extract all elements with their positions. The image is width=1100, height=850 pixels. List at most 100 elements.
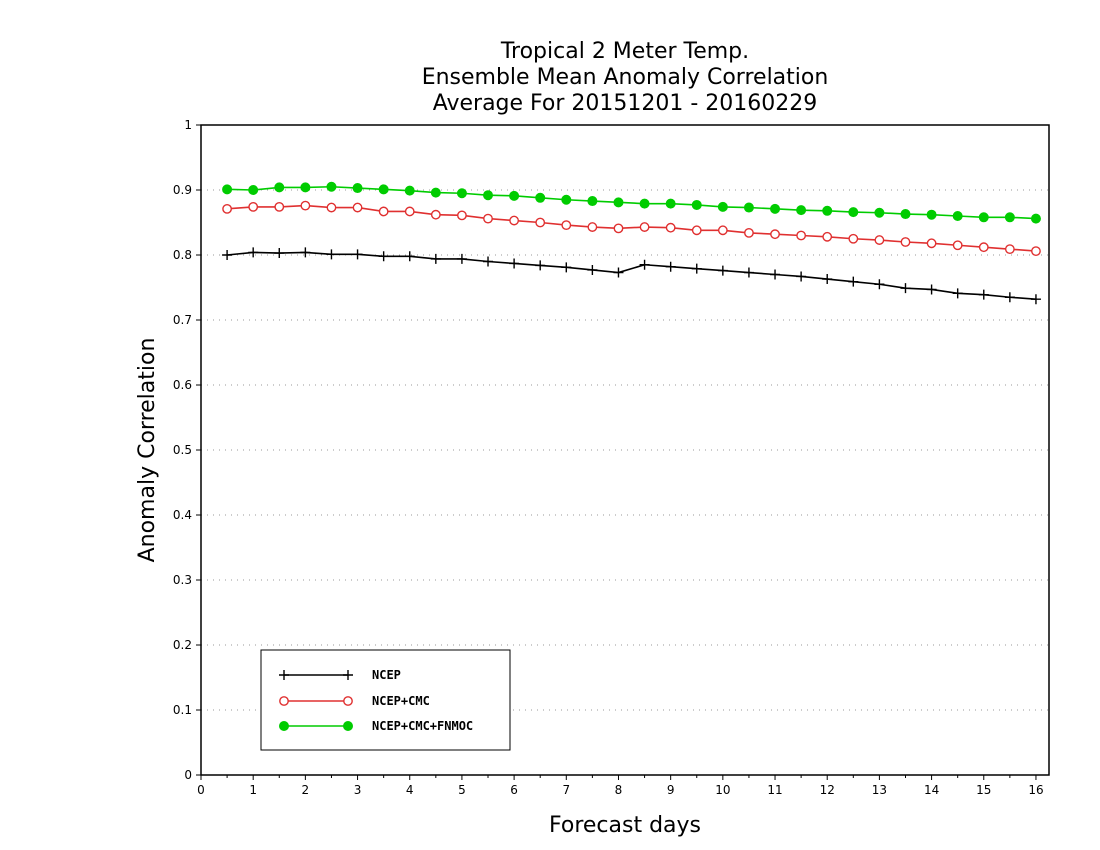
data-point-0-5 <box>352 249 363 260</box>
data-point-2-5 <box>352 183 363 194</box>
y-tick-label-3: 0.3 <box>173 573 192 587</box>
data-point-2-11 <box>509 190 520 201</box>
data-point-0-11 <box>509 258 520 269</box>
data-point-1-23 <box>822 231 833 242</box>
data-point-2-25 <box>874 207 885 218</box>
data-point-2-20 <box>743 202 754 213</box>
data-point-2-24 <box>848 207 859 218</box>
data-point-1-3 <box>300 200 311 211</box>
data-point-1-20 <box>744 227 754 238</box>
series-line-1 <box>227 204 1037 252</box>
series-group <box>222 181 1041 305</box>
data-point-0-29 <box>978 289 989 300</box>
x-tick-label-9: 9 <box>667 783 675 797</box>
data-point-2-28 <box>952 211 963 221</box>
data-point-1-17 <box>665 222 676 233</box>
legend-marker-start-2 <box>279 721 289 731</box>
data-point-2-17 <box>665 198 676 209</box>
data-point-2-2 <box>274 182 285 193</box>
data-point-0-3 <box>300 247 311 258</box>
chart-title-line-3: Average For 20151201 - 20160229 <box>433 91 818 116</box>
data-point-2-26 <box>900 209 911 220</box>
legend-marker-start-1 <box>279 696 289 706</box>
data-point-1-26 <box>900 237 911 247</box>
y-tick-label-6: 0.6 <box>173 378 192 392</box>
x-tick-label-16: 16 <box>1028 783 1043 797</box>
data-point-1-29 <box>978 242 989 253</box>
data-point-1-30 <box>1004 244 1015 255</box>
data-point-0-30 <box>1004 292 1015 303</box>
data-point-0-8 <box>430 253 441 264</box>
legend-label-2: NCEP+CMC+FNMOC <box>372 719 473 733</box>
data-point-2-16 <box>639 198 650 209</box>
data-point-1-6 <box>378 206 389 217</box>
data-point-2-30 <box>1004 212 1015 223</box>
y-tick-label-4: 0.4 <box>173 508 192 522</box>
data-point-2-10 <box>483 190 494 201</box>
data-point-0-28 <box>952 288 963 299</box>
data-point-1-14 <box>587 222 598 232</box>
series-line-0 <box>227 251 1037 300</box>
x-tick-label-8: 8 <box>615 783 623 797</box>
series-ncep-cmc <box>222 200 1041 257</box>
x-tick-label-10: 10 <box>715 783 730 797</box>
legend-marker-end-2 <box>343 721 353 731</box>
data-point-2-9 <box>456 188 467 199</box>
data-point-1-4 <box>326 202 337 213</box>
data-point-1-8 <box>430 209 441 220</box>
data-point-0-15 <box>613 267 624 278</box>
x-tick-label-7: 7 <box>562 783 570 797</box>
data-point-0-4 <box>326 249 337 260</box>
x-tick-label-11: 11 <box>767 783 782 797</box>
grid <box>201 189 1049 711</box>
data-point-0-7 <box>404 251 415 262</box>
y-tick-label-7: 0.7 <box>173 313 192 327</box>
data-point-1-25 <box>874 235 885 245</box>
data-point-1-13 <box>561 220 572 231</box>
x-tick-label-13: 13 <box>872 783 887 797</box>
data-point-2-23 <box>822 205 833 216</box>
data-point-2-12 <box>535 192 546 203</box>
data-point-2-21 <box>770 203 781 214</box>
data-point-1-22 <box>796 230 807 241</box>
data-point-2-27 <box>926 209 937 220</box>
x-axis-label: Forecast days <box>549 813 701 838</box>
data-point-2-18 <box>691 199 702 210</box>
data-point-2-14 <box>587 196 598 207</box>
data-point-2-15 <box>613 197 624 208</box>
data-point-0-17 <box>665 261 676 272</box>
axes: 00.10.20.30.40.50.60.70.80.910 1 2 3 4 5 6 7 8 9 1… <box>173 118 1050 797</box>
x-tick-label-15: 15 <box>976 783 991 797</box>
chart-title-line-1: Tropical 2 Meter Temp. <box>500 39 749 64</box>
data-point-1-11 <box>509 215 520 226</box>
data-point-2-19 <box>717 201 728 212</box>
series-ncep <box>222 247 1041 305</box>
data-point-0-13 <box>561 262 572 273</box>
y-axis-label: Anomaly Correlation <box>135 338 160 563</box>
y-tick-label-8: 0.8 <box>173 248 192 262</box>
legend-marker-end-1 <box>343 696 353 706</box>
chart-title-line-2: Ensemble Mean Anomaly Correlation <box>422 65 829 90</box>
y-tick-label-0: 0 <box>184 768 192 782</box>
data-point-1-0 <box>222 203 232 214</box>
data-point-0-14 <box>587 264 598 275</box>
y-tick-label-9: 0.9 <box>173 183 192 197</box>
data-point-2-3 <box>300 182 311 193</box>
data-point-2-13 <box>561 194 572 205</box>
data-point-0-25 <box>874 279 885 290</box>
data-point-0-10 <box>483 256 494 267</box>
data-point-1-7 <box>404 206 415 217</box>
x-tick-label-4: 4 <box>406 783 414 797</box>
legend: NCEP NCEP+CMC NCEP+CMC+FNMOC <box>260 649 511 751</box>
data-point-1-16 <box>639 222 650 232</box>
data-point-1-1 <box>248 201 259 212</box>
data-point-1-28 <box>952 240 963 251</box>
data-point-1-31 <box>1031 246 1041 257</box>
data-point-0-22 <box>796 271 807 282</box>
legend-item-0: NCEP <box>279 668 401 682</box>
data-point-2-31 <box>1030 213 1041 224</box>
data-point-1-19 <box>717 225 728 236</box>
data-point-2-0 <box>222 184 233 195</box>
data-point-0-18 <box>691 263 702 274</box>
